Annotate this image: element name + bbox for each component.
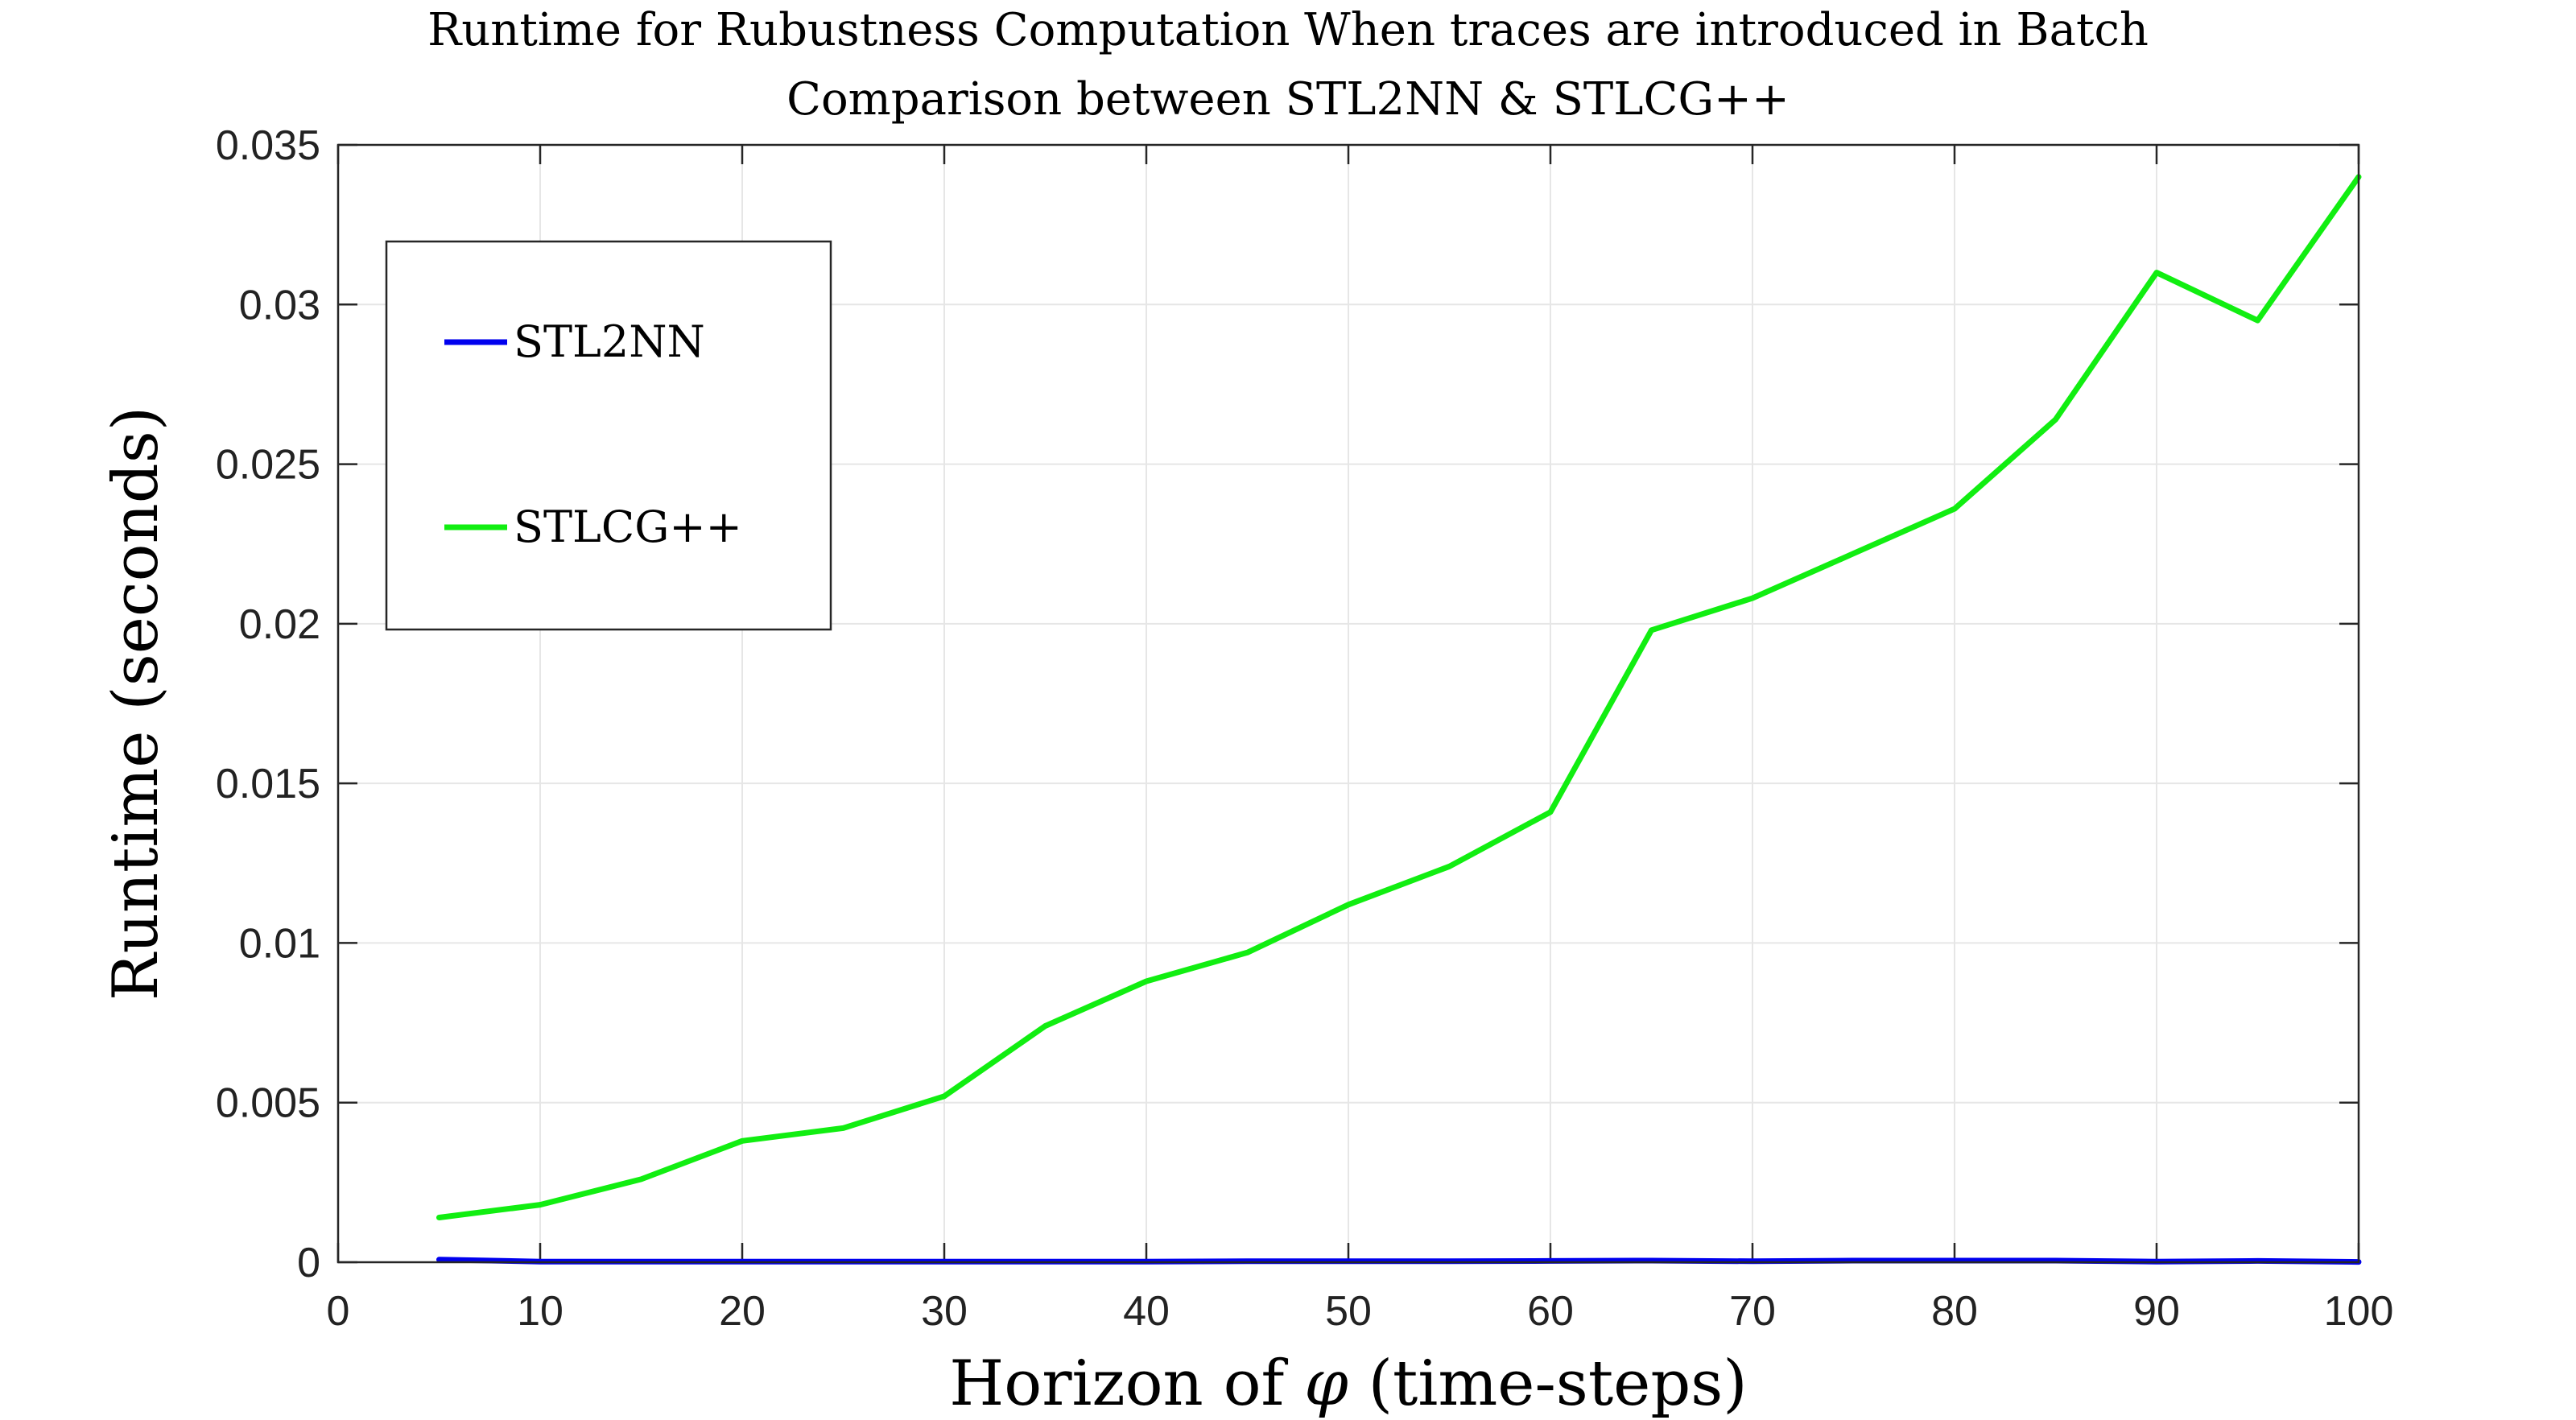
x-tick-label: 100 xyxy=(2324,1288,2394,1335)
legend-box xyxy=(385,240,832,631)
y-tick-labels: 0 0.005 0.01 0.015 0.02 0.025 0.03 0.035 xyxy=(216,122,320,1286)
x-tick-label: 10 xyxy=(517,1288,564,1335)
y-tick-label: 0.02 xyxy=(239,601,320,648)
x-tick-label: 60 xyxy=(1527,1288,1574,1335)
x-axis-label-suffix: (time-steps) xyxy=(1348,1348,1748,1420)
x-tick-label: 30 xyxy=(921,1288,968,1335)
y-tick-label: 0.035 xyxy=(216,122,320,169)
chart-subtitle: Comparison between STL2NN & STLCG++ xyxy=(786,73,1790,126)
x-tick-label: 20 xyxy=(719,1288,766,1335)
x-tick-label: 0 xyxy=(327,1288,350,1335)
plot-frame xyxy=(336,143,2360,1264)
y-tick-label: 0.005 xyxy=(216,1080,320,1127)
x-axis-label: Horizon of φ (time-steps) xyxy=(949,1348,1747,1420)
y-tick-label: 0.03 xyxy=(239,282,320,328)
chart-title: Runtime for Rubustness Computation When … xyxy=(427,4,2149,56)
y-tick-label: 0.015 xyxy=(216,761,320,807)
series-line-stlcgpp xyxy=(436,174,2362,1220)
legend-label-stl2nn: STL2NN xyxy=(514,316,705,367)
legend-label-stlcgpp: STLCG++ xyxy=(514,502,742,552)
y-axis-label: Runtime (seconds) xyxy=(100,407,172,1001)
x-tick-label: 80 xyxy=(1931,1288,1978,1335)
x-axis-label-prefix: Horizon of xyxy=(949,1348,1304,1420)
x-tick-label: 70 xyxy=(1729,1288,1776,1335)
x-tick-label: 90 xyxy=(2133,1288,2180,1335)
x-tick-labels: 0 10 20 30 40 50 60 70 80 90 100 xyxy=(327,1288,2394,1335)
legend: STL2NN STLCG++ xyxy=(385,240,832,631)
x-axis-label-symbol: φ xyxy=(1304,1348,1348,1420)
y-tick-label: 0.025 xyxy=(216,442,320,489)
y-tick-label: 0 xyxy=(297,1240,320,1286)
x-tick-label: 50 xyxy=(1325,1288,1372,1335)
y-tick-label: 0.01 xyxy=(239,920,320,967)
x-tick-label: 40 xyxy=(1123,1288,1170,1335)
